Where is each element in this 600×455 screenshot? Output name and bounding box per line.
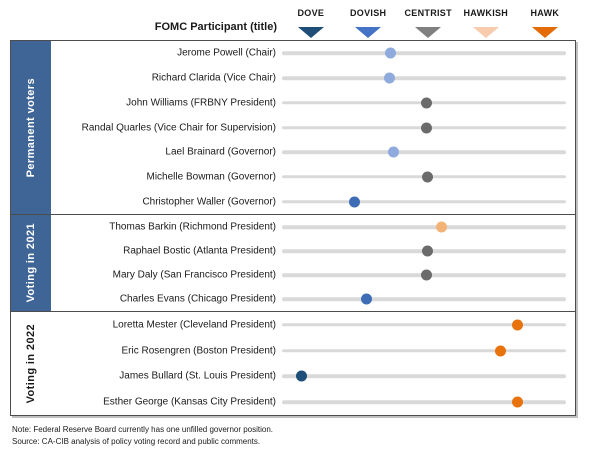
- participant-name: Charles Evans (Chicago President): [119, 293, 276, 305]
- stance-dot: [361, 293, 372, 305]
- participant-name: Richard Clarida (Vice Chair): [151, 72, 276, 84]
- stance-dot: [421, 122, 432, 134]
- stance-dot: [384, 72, 395, 84]
- spectrum-track: [282, 348, 566, 353]
- participant-row: Randal Quarles (Vice Chair for Supervisi…: [51, 115, 575, 140]
- scale-label-hawk: HAWK: [530, 8, 560, 18]
- section-label: Voting in 2022: [25, 323, 37, 404]
- participant-row: Loretta Mester (Cleveland President): [51, 312, 575, 338]
- participant-row: Richard Clarida (Vice Chair): [51, 66, 575, 91]
- participant-name: Mary Daly (San Francisco President): [112, 269, 276, 281]
- stance-dot: [388, 146, 399, 158]
- participant-column-header: FOMC Participant (title): [154, 21, 277, 33]
- stance-dot: [495, 345, 506, 357]
- section-label: Permanent voters: [25, 77, 37, 178]
- participant-name: Eric Rosengren (Boston President): [121, 345, 276, 357]
- participant-row: Charles Evans (Chicago President): [51, 287, 575, 311]
- scale-label-hawkish: HAWKISH: [463, 8, 509, 18]
- participant-row: Lael Brainard (Governor): [51, 140, 575, 165]
- stance-dot: [422, 171, 433, 183]
- stance-dot: [512, 319, 523, 331]
- participant-name: Thomas Barkin (Richmond President): [109, 221, 276, 233]
- participant-name: Loretta Mester (Cleveland President): [112, 319, 276, 331]
- hawkish-triangle-icon: [473, 27, 499, 38]
- spectrum-track: [282, 297, 566, 301]
- stance-dot: [512, 396, 523, 408]
- stance-dot: [421, 97, 432, 109]
- section-voting-2021: Voting in 2021 Thomas Barkin (Richmond P…: [11, 214, 575, 311]
- stance-dot: [349, 196, 360, 208]
- participant-row: Jerome Powell (Chair): [51, 41, 575, 66]
- participant-name: Lael Brainard (Governor): [165, 146, 276, 158]
- participant-row: John Williams (FRBNY President): [51, 90, 575, 115]
- scale-label-dove: DOVE: [297, 8, 325, 18]
- participant-row: Mary Daly (San Francisco President): [51, 263, 575, 287]
- stance-dot: [421, 269, 432, 281]
- participant-name: Jerome Powell (Chair): [177, 47, 276, 59]
- spectrum-track: [282, 76, 566, 80]
- participant-row: Esther George (Kansas City President): [51, 389, 575, 415]
- participant-name: Raphael Bostic (Atlanta President): [123, 245, 276, 257]
- spectrum-track: [282, 51, 566, 56]
- section-rows: Loretta Mester (Cleveland President) Eri…: [51, 312, 575, 415]
- scale-label-dovish: DOVISH: [350, 8, 387, 18]
- chart-panel: Permanent voters Jerome Powell (Chair) R…: [10, 40, 576, 416]
- participant-name: Randal Quarles (Vice Chair for Supervisi…: [81, 122, 276, 134]
- spectrum-track: [282, 225, 566, 229]
- participant-row: Eric Rosengren (Boston President): [51, 338, 575, 364]
- scale-label-centrist: CENTRIST: [404, 8, 452, 18]
- participant-row: Raphael Bostic (Atlanta President): [51, 239, 575, 263]
- participant-row: Michelle Bowman (Governor): [51, 165, 575, 190]
- section-label: Voting in 2021: [25, 223, 37, 303]
- dove-triangle-icon: [298, 27, 324, 38]
- section-rows: Jerome Powell (Chair) Richard Clarida (V…: [51, 41, 575, 214]
- section-permanent-voters: Permanent voters Jerome Powell (Chair) R…: [11, 41, 575, 214]
- centrist-triangle-icon: [415, 27, 441, 38]
- section-sidebar: Permanent voters: [11, 41, 51, 214]
- participant-row: Christopher Waller (Governor): [51, 189, 575, 214]
- participant-name: James Bullard (St. Louis President): [119, 370, 276, 382]
- stance-dot: [385, 47, 396, 59]
- section-sidebar: Voting in 2021: [11, 215, 51, 311]
- spectrum-track: [282, 150, 566, 154]
- spectrum-track: [282, 374, 566, 379]
- spectrum-track: [282, 400, 566, 404]
- stance-dot: [422, 245, 433, 257]
- participant-name: John Williams (FRBNY President): [126, 97, 276, 109]
- hawk-triangle-icon: [532, 27, 558, 38]
- participant-row: Thomas Barkin (Richmond President): [51, 215, 575, 239]
- stance-dot: [296, 370, 307, 382]
- section-rows: Thomas Barkin (Richmond President) Rapha…: [51, 215, 575, 311]
- participant-row: James Bullard (St. Louis President): [51, 364, 575, 390]
- source-note: Source: CA-CIB analysis of policy voting…: [12, 437, 261, 446]
- section-sidebar: Voting in 2022: [11, 312, 51, 415]
- footnote: Note: Federal Reserve Board currently ha…: [12, 425, 274, 434]
- spectrum-track: [282, 323, 566, 327]
- stance-dot: [436, 221, 447, 233]
- section-voting-2022: Voting in 2022 Loretta Mester (Cleveland…: [11, 311, 575, 415]
- participant-name: Michelle Bowman (Governor): [146, 171, 277, 183]
- participant-name: Christopher Waller (Governor): [142, 196, 276, 208]
- dovish-triangle-icon: [355, 27, 381, 38]
- participant-name: Esther George (Kansas City President): [103, 396, 276, 408]
- spectrum-track: [282, 199, 566, 204]
